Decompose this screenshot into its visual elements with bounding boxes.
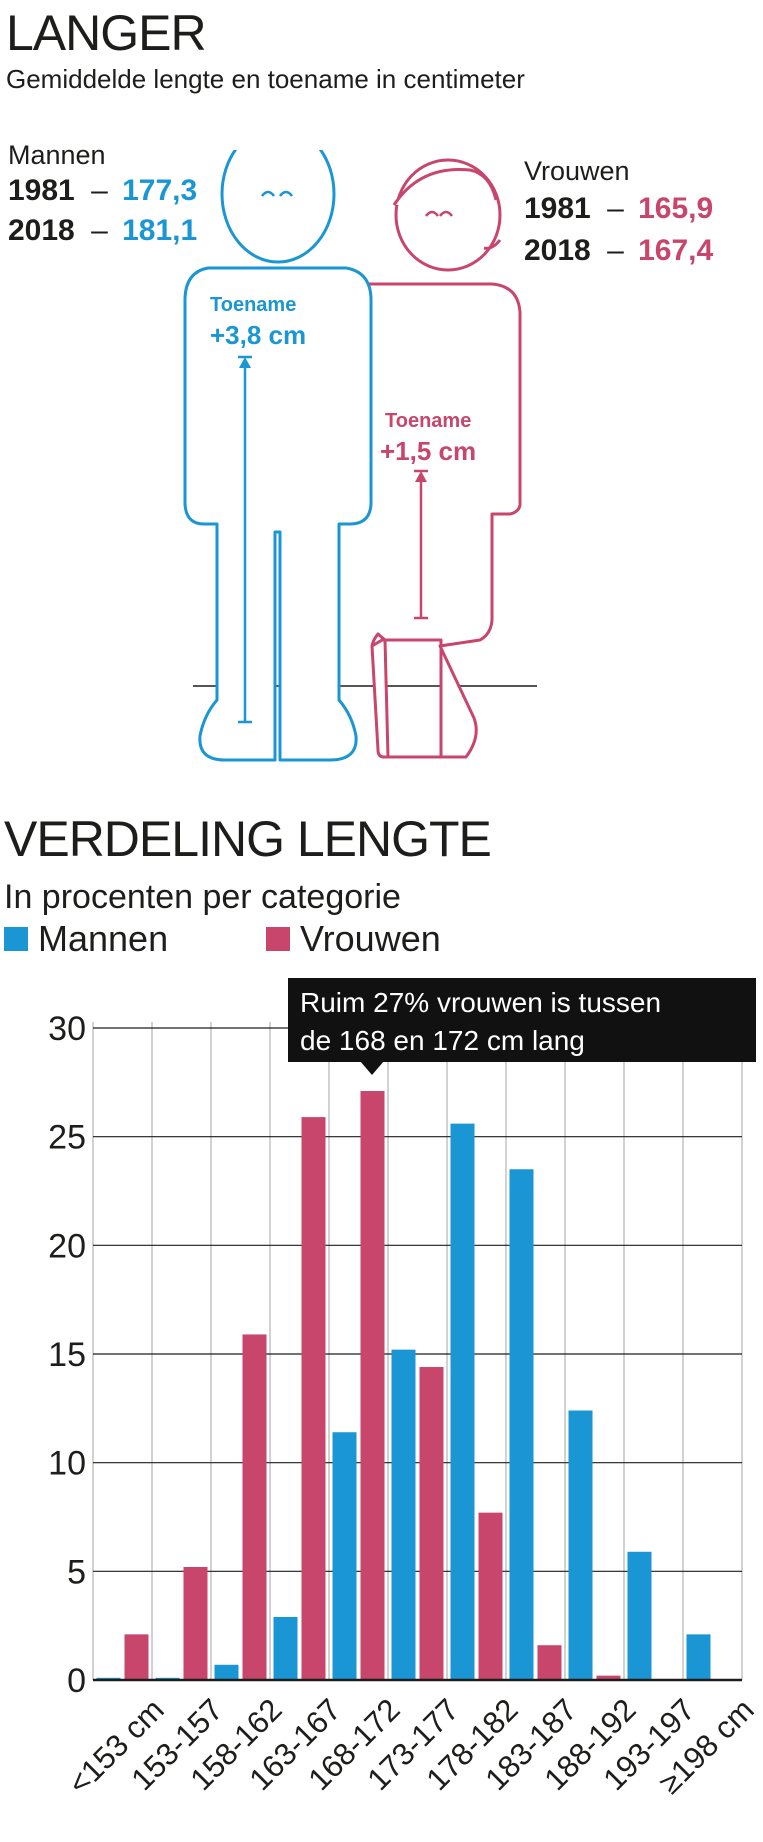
bar-vrouwen [301,1117,326,1680]
y-tick-label: 5 [67,1553,86,1591]
bar-mannen [509,1169,534,1680]
men-year-2018: 2018 [8,214,75,247]
women-year-2018: 2018 [524,234,591,267]
men-year-1981: 1981 [8,174,75,207]
bar-mannen [214,1664,239,1680]
y-tick-label: 10 [48,1445,86,1483]
annotation-line-2: de 168 en 172 cm lang [300,1025,585,1056]
man-increase-label: Toename [210,294,297,316]
annotation-pointer [360,1061,384,1075]
y-tick-label: 20 [48,1227,86,1265]
height-figures-illustration [183,150,537,762]
women-dash-1981: – [607,192,624,225]
men-row-1981: 1981 – 177,3 [8,174,197,208]
bar-mannen [391,1349,416,1680]
bar-vrouwen [478,1512,503,1680]
bar-vrouwen [183,1566,208,1680]
y-tick-label: 30 [48,1010,86,1048]
men-row-2018: 2018 – 181,1 [8,214,197,248]
legend-women-label: Vrouwen [300,918,441,959]
subtitle-langer: Gemiddelde lengte en toename in centimet… [6,64,525,94]
title-verdeling: VERDELING LENGTE [4,811,492,867]
woman-increase-value: +1,5 cm [380,436,477,466]
men-value-1981: 177,3 [122,174,198,207]
bar-mannen [627,1551,652,1680]
legend-men-swatch [4,927,28,951]
man-increase-arrow-icon [238,355,252,724]
y-tick-label: 25 [48,1119,86,1157]
man-figure-icon [183,150,373,762]
bar-mannen [686,1634,711,1680]
legend-men-label: Mannen [38,918,169,959]
woman-increase-label-text: Toename [385,410,472,432]
women-dash-2018: – [607,234,624,267]
title-langer: LANGER [6,5,207,61]
bar-vrouwen [596,1675,621,1680]
woman-increase-arrow-icon [414,469,428,620]
woman-figure-icon [362,158,522,759]
bar-vrouwen [124,1634,149,1680]
man-increase-value: +3,8 cm [210,320,307,350]
men-dash-1981: – [91,174,108,207]
bar-vrouwen [242,1334,267,1680]
legend-men: Mannen [4,918,168,960]
y-tick-label: 0 [67,1662,86,1700]
women-row-1981: 1981 – 165,9 [524,192,713,226]
bar-mannen [332,1432,357,1680]
bar-mannen [568,1410,593,1680]
legend-women: Vrouwen [266,918,441,960]
women-label: Vrouwen [524,156,630,186]
y-tick-label: 15 [48,1336,86,1374]
men-value-2018: 181,1 [122,214,198,247]
women-value-2018: 167,4 [638,234,714,267]
annotation-box: Ruim 27% vrouwen is tussen de 168 en 172… [288,978,756,1062]
women-year-1981: 1981 [524,192,591,225]
bar-mannen [273,1616,298,1680]
subtitle-verdeling: In procenten per categorie [4,878,401,916]
men-label: Mannen [8,140,106,170]
women-row-2018: 2018 – 167,4 [524,234,713,268]
annotation-line-1: Ruim 27% vrouwen is tussen [300,987,662,1018]
men-dash-2018: – [91,214,108,247]
bar-vrouwen [537,1645,562,1680]
bar-vrouwen [360,1091,385,1680]
bar-vrouwen [419,1367,444,1680]
legend-women-swatch [266,927,290,951]
bar-mannen [450,1123,475,1680]
women-value-1981: 165,9 [638,192,714,225]
